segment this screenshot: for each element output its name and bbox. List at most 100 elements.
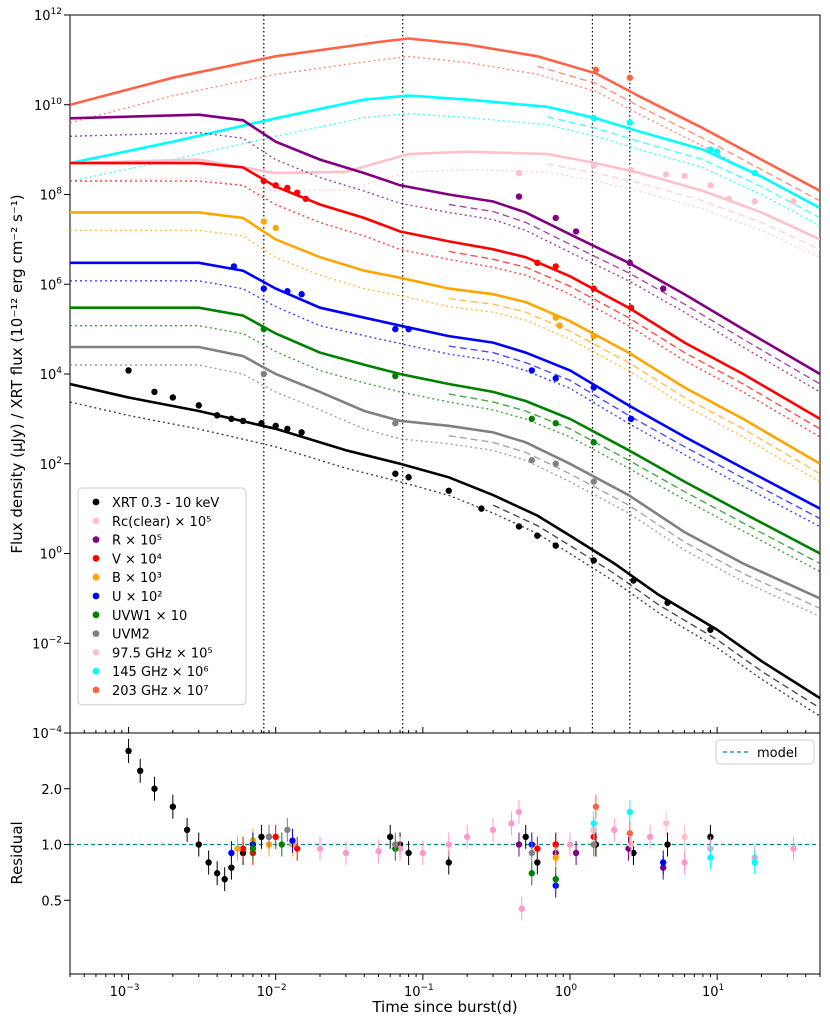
residual-point-rc-clear-9 [515, 808, 523, 816]
residual-point-rc-clear-7 [489, 826, 497, 834]
data-point-xrt-0-3-10-kev-18 [590, 557, 597, 564]
data-point-u-10-0 [230, 263, 238, 270]
residual-point-b-0 [234, 845, 241, 852]
data-point-xrt-0-3-10-kev-8 [272, 422, 279, 430]
data-point-v-10-0 [260, 177, 267, 185]
legend-marker-97-5-ghz-10 [92, 649, 100, 656]
residual-point-203-ghz-0 [592, 803, 600, 810]
data-point-u-10-4 [392, 325, 399, 333]
component-dotted-b-10 [70, 229, 820, 483]
data-point-u-10-9 [627, 415, 635, 423]
data-point-uvm2-2 [528, 456, 535, 464]
residual-point-xrt-0 [125, 747, 132, 755]
residual-point-xrt-22 [664, 841, 671, 848]
residual-point-uvw1-0 [249, 845, 257, 852]
data-point-v-10-3 [294, 189, 301, 196]
residual-point-v-3 [294, 845, 301, 852]
residual-point-v-4 [534, 845, 541, 852]
model-curve-97-5-ghz-10 [70, 150, 820, 241]
residual-y-axis-label: Residual [8, 821, 26, 884]
residual-axes: 10−3 10−2 10−1 100 101 0.5 1.0 2.0 [41, 783, 821, 1000]
legend-label-b-10: B × 10³ [112, 571, 162, 586]
residual-point-xrt-3 [169, 803, 177, 810]
legend-label-97-5-ghz-10: 97.5 GHz × 10⁵ [112, 646, 213, 661]
data-point-u-10-6 [528, 367, 535, 374]
y-tick-label-2: 102 [40, 456, 62, 473]
component-dotted-145-ghz-10 [70, 112, 820, 227]
data-point-xrt-0-3-10-kev-7 [258, 420, 265, 427]
data-point-xrt-0-3-10-kev-3 [195, 402, 202, 409]
data-point-b-10-1 [272, 224, 279, 232]
data-point-u-10-2 [284, 288, 291, 295]
light-curve-panel: 10−4 10−2 100 102 104 106 108 1010 1012 XRT 0.3 … [32, 7, 821, 742]
residual-point-xrt-13 [387, 833, 394, 841]
residual-point-rc-clear-13 [646, 833, 654, 841]
data-point-xrt-0-3-10-kev-21 [707, 626, 714, 633]
data-point-xrt-0-3-10-kev-6 [239, 417, 247, 425]
legend-box [77, 487, 247, 706]
light-curve-legend: XRT 0.3 - 10 keV Rc(clear) × 10⁵ R × 10⁵ V … [77, 487, 247, 706]
residual-point-rc-clear-0 [316, 845, 324, 852]
legend-marker-203-ghz-10 [92, 686, 100, 694]
residual-point-97-5-ghz-1 [627, 841, 635, 848]
data-point-v-10-7 [590, 285, 597, 292]
data-point-xrt-0-3-10-kev-12 [405, 474, 412, 481]
model-curve-b-10 [70, 211, 820, 465]
residual-frame [69, 732, 821, 975]
data-point-xrt-0-3-10-kev-2 [169, 394, 177, 401]
residual-point-v-2 [272, 833, 279, 841]
residual-point-rc-clear-8 [508, 820, 515, 827]
data-point-v-10-1 [272, 182, 279, 189]
component-dashed-uvm2 [448, 435, 820, 610]
residual-point-uvw1-4 [552, 875, 559, 883]
legend-label-r-10: R × 10⁵ [112, 534, 162, 549]
residual-plot-area [70, 738, 820, 921]
component-dashed-u-10 [448, 345, 820, 520]
data-point-r-10-2 [572, 228, 580, 235]
data-point-r-10-4 [660, 285, 667, 292]
component-dotted-v-10 [70, 180, 820, 438]
data-point-u-10-3 [298, 291, 305, 298]
residual-legend-label: model [757, 746, 797, 761]
model-curve-v-10 [70, 161, 820, 421]
data-point-xrt-0-3-10-kev-9 [284, 425, 291, 433]
residual-point-uvm2-4 [590, 841, 597, 848]
model-curve-u-10 [70, 261, 820, 510]
data-point-145-ghz-10-0 [590, 115, 597, 122]
data-point-xrt-0-3-10-kev-1 [151, 388, 158, 396]
residual-legend: model [715, 739, 815, 765]
data-point-xrt-0-3-10-kev-13 [445, 487, 452, 494]
residual-point-xrt-1 [137, 767, 144, 775]
residual-y-tick-label-2: 2.0 [41, 783, 62, 798]
data-point-203-ghz-10-0 [592, 66, 600, 74]
component-dashed-v-10 [448, 250, 820, 430]
data-point-b-10-0 [260, 218, 267, 225]
residual-legend-box [715, 739, 815, 765]
y-tick-label-8: 108 [40, 187, 63, 204]
data-point-uvm2-4 [590, 478, 597, 485]
data-point-145-ghz-10-2 [707, 146, 714, 153]
model-curve-145-ghz-10 [70, 94, 820, 210]
legend-marker-rc-clear-10 [92, 517, 100, 525]
x-tick-label-−3: 10−3 [110, 983, 140, 1000]
legend-label-rc-clear-10: Rc(clear) × 10⁵ [112, 515, 211, 530]
component-dotted-97-5-ghz-10 [70, 168, 820, 259]
legend-marker-u-10 [92, 592, 100, 600]
data-point-xrt-0-3-10-kev-4 [213, 412, 221, 419]
component-dotted-r-10 [70, 131, 820, 393]
data-point-203-ghz-10-1 [626, 74, 634, 81]
residual-y-tick-label-1: 1.0 [41, 839, 62, 854]
component-dashed-xrt-0-3-10-kev [492, 504, 820, 709]
residual-point-uvm2-1 [284, 826, 291, 834]
residual-point-xrt-15 [405, 849, 412, 857]
data-point-r-10-3 [626, 259, 634, 267]
data-point-145-ghz-10-1 [626, 119, 634, 126]
residual-point-145-ghz-1 [626, 808, 634, 816]
data-point-145-ghz-10-4 [751, 169, 758, 177]
data-point-xrt-0-3-10-kev-16 [534, 532, 541, 539]
residual-point-rc-clear-14 [681, 859, 688, 866]
residual-point-145-ghz-3 [751, 859, 758, 866]
data-point-v-10-4 [302, 195, 309, 203]
legend-label-xrt-0-3-10-kev: XRT 0.3 - 10 keV [112, 496, 219, 511]
